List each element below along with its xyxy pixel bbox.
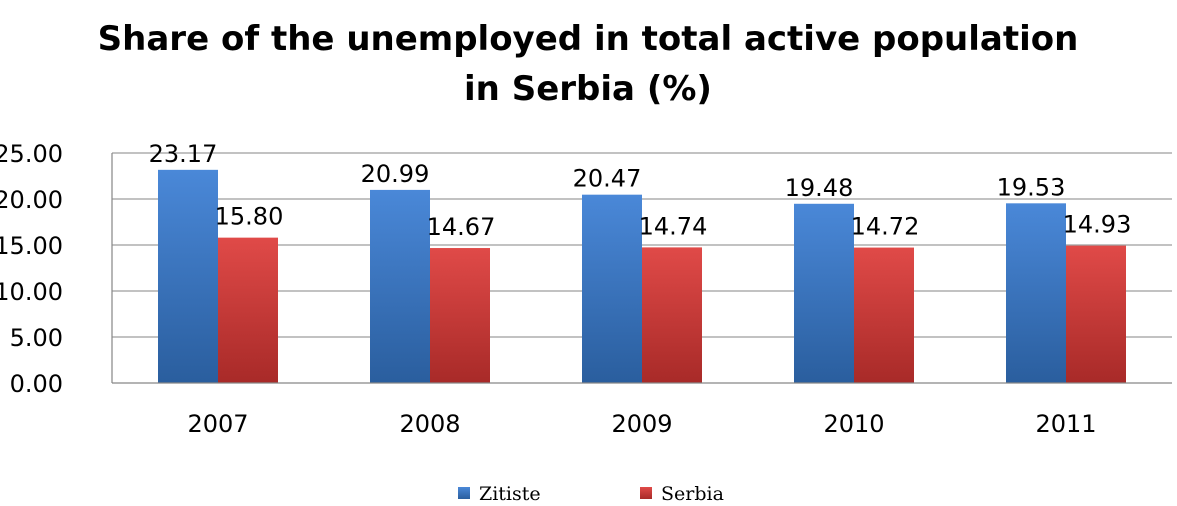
legend-swatch-zitiste xyxy=(458,487,470,499)
data-label-serbia-2011: 14.93 xyxy=(1063,211,1132,239)
bars xyxy=(158,169,1126,383)
data-label-serbia-2008: 14.67 xyxy=(427,213,496,241)
x-tick-label: 2009 xyxy=(611,410,672,438)
legend-swatch-serbia xyxy=(640,487,652,499)
bar-zitiste-2008 xyxy=(370,189,430,383)
data-label-zitiste-2011: 19.53 xyxy=(997,173,1066,201)
bar-serbia-2008 xyxy=(430,248,490,383)
data-label-zitiste-2008: 20.99 xyxy=(361,160,430,188)
data-labels: 23.17 15.80 20.99 14.67 20.47 14.74 19.48 14.72… xyxy=(149,140,1132,241)
data-label-zitiste-2007: 23.17 xyxy=(149,140,218,168)
y-tick-label: 25.00 xyxy=(0,140,63,168)
chart-title-line-2: in Serbia (%) xyxy=(464,69,712,109)
data-label-zitiste-2009: 20.47 xyxy=(573,165,642,193)
bar-serbia-2007 xyxy=(218,237,278,383)
y-tick-label: 5.00 xyxy=(10,324,63,352)
y-axis-tick-labels: 0.00 5.00 10.00 15.00 20.00 25.00 xyxy=(0,140,63,398)
y-tick-label: 20.00 xyxy=(0,186,63,214)
legend-label-serbia: Serbia xyxy=(661,483,724,505)
x-tick-label: 2011 xyxy=(1035,410,1096,438)
legend: Zitiste Serbia xyxy=(458,483,724,505)
x-tick-label: 2010 xyxy=(823,410,884,438)
data-label-zitiste-2010: 19.48 xyxy=(785,174,854,202)
data-label-serbia-2009: 14.74 xyxy=(639,212,708,240)
x-axis-tick-labels: 2007 2008 2009 2010 2011 xyxy=(187,410,1096,438)
x-tick-label: 2008 xyxy=(399,410,460,438)
x-tick-label: 2007 xyxy=(187,410,248,438)
chart-title-line-1: Share of the unemployed in total active … xyxy=(98,19,1079,59)
legend-label-zitiste: Zitiste xyxy=(479,483,541,505)
bar-serbia-2011 xyxy=(1066,245,1126,383)
bar-serbia-2010 xyxy=(854,247,914,383)
data-label-serbia-2010: 14.72 xyxy=(851,213,920,241)
bar-zitiste-2010 xyxy=(794,203,854,383)
bar-zitiste-2009 xyxy=(582,194,642,383)
bar-zitiste-2007 xyxy=(158,169,218,383)
y-tick-label: 10.00 xyxy=(0,278,63,306)
bar-serbia-2009 xyxy=(642,247,702,383)
bar-zitiste-2011 xyxy=(1006,203,1066,383)
data-label-serbia-2007: 15.80 xyxy=(215,203,284,231)
y-tick-label: 15.00 xyxy=(0,232,63,260)
y-tick-label: 0.00 xyxy=(10,370,63,398)
